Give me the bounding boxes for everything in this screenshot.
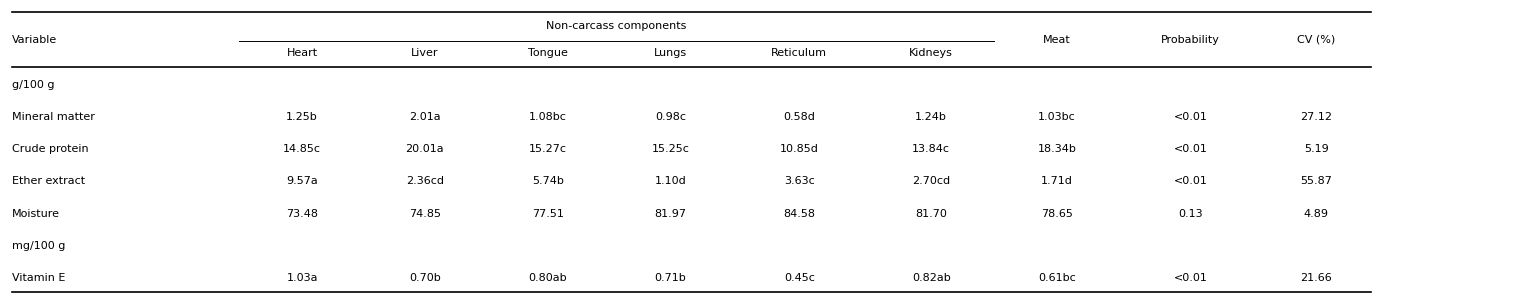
Text: 1.03a: 1.03a <box>287 273 318 283</box>
Text: 0.58d: 0.58d <box>784 112 815 122</box>
Text: 1.08bc: 1.08bc <box>529 112 566 122</box>
Text: g/100 g: g/100 g <box>12 80 55 90</box>
Text: 78.65: 78.65 <box>1042 208 1072 218</box>
Text: Probability: Probability <box>1161 35 1220 45</box>
Text: Liver: Liver <box>411 48 439 58</box>
Text: 0.61bc: 0.61bc <box>1039 273 1075 283</box>
Text: 21.66: 21.66 <box>1301 273 1332 283</box>
Text: 20.01a: 20.01a <box>405 144 445 154</box>
Text: Vitamin E: Vitamin E <box>12 273 66 283</box>
Text: 81.97: 81.97 <box>655 208 686 218</box>
Text: 13.84c: 13.84c <box>913 144 950 154</box>
Text: 5.74b: 5.74b <box>532 176 563 186</box>
Text: Reticulum: Reticulum <box>772 48 827 58</box>
Text: 0.82ab: 0.82ab <box>911 273 951 283</box>
Text: Non-carcass components: Non-carcass components <box>546 21 687 31</box>
Text: Moisture: Moisture <box>12 208 60 218</box>
Text: 74.85: 74.85 <box>410 208 440 218</box>
Text: 1.71d: 1.71d <box>1042 176 1072 186</box>
Text: 9.57a: 9.57a <box>287 176 318 186</box>
Text: Tongue: Tongue <box>528 48 568 58</box>
Text: 2.70cd: 2.70cd <box>913 176 950 186</box>
Text: Crude protein: Crude protein <box>12 144 89 154</box>
Text: 73.48: 73.48 <box>287 208 318 218</box>
Text: Lungs: Lungs <box>653 48 687 58</box>
Text: Variable: Variable <box>12 35 57 45</box>
Text: 2.36cd: 2.36cd <box>407 176 443 186</box>
Text: <0.01: <0.01 <box>1174 144 1207 154</box>
Text: 0.45c: 0.45c <box>784 273 815 283</box>
Text: Mineral matter: Mineral matter <box>12 112 95 122</box>
Text: 55.87: 55.87 <box>1301 176 1332 186</box>
Text: 77.51: 77.51 <box>532 208 563 218</box>
Text: Ether extract: Ether extract <box>12 176 86 186</box>
Text: 18.34b: 18.34b <box>1037 144 1077 154</box>
Text: 1.25b: 1.25b <box>287 112 318 122</box>
Text: mg/100 g: mg/100 g <box>12 241 66 251</box>
Text: 81.70: 81.70 <box>916 208 946 218</box>
Text: CV (%): CV (%) <box>1298 35 1335 45</box>
Text: 0.80ab: 0.80ab <box>528 273 568 283</box>
Text: 4.89: 4.89 <box>1304 208 1328 218</box>
Text: 5.19: 5.19 <box>1304 144 1328 154</box>
Text: <0.01: <0.01 <box>1174 176 1207 186</box>
Text: 1.03bc: 1.03bc <box>1039 112 1075 122</box>
Text: <0.01: <0.01 <box>1174 273 1207 283</box>
Text: 14.85c: 14.85c <box>284 144 321 154</box>
Text: Kidneys: Kidneys <box>910 48 953 58</box>
Text: 2.01a: 2.01a <box>410 112 440 122</box>
Text: 0.71b: 0.71b <box>655 273 686 283</box>
Text: 27.12: 27.12 <box>1301 112 1332 122</box>
Text: 1.24b: 1.24b <box>916 112 946 122</box>
Text: 0.70b: 0.70b <box>410 273 440 283</box>
Text: 0.98c: 0.98c <box>655 112 686 122</box>
Text: 84.58: 84.58 <box>784 208 815 218</box>
Text: 0.13: 0.13 <box>1178 208 1203 218</box>
Text: <0.01: <0.01 <box>1174 112 1207 122</box>
Text: 15.25c: 15.25c <box>652 144 689 154</box>
Text: Meat: Meat <box>1043 35 1071 45</box>
Text: 10.85d: 10.85d <box>779 144 819 154</box>
Text: 3.63c: 3.63c <box>784 176 815 186</box>
Text: Heart: Heart <box>287 48 318 58</box>
Text: 15.27c: 15.27c <box>529 144 566 154</box>
Text: 1.10d: 1.10d <box>655 176 686 186</box>
